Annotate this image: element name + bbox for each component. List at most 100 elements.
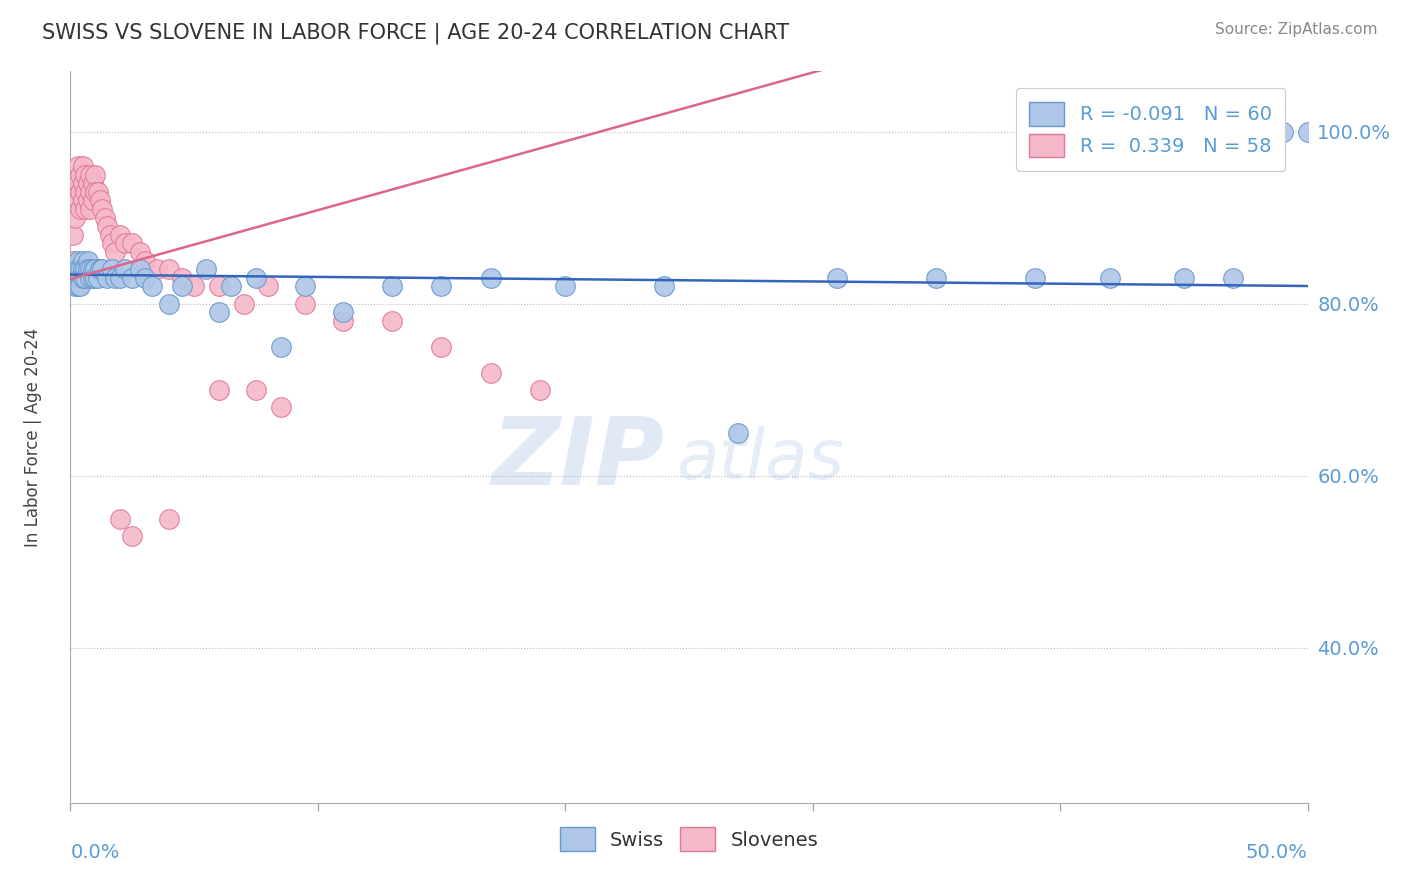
Point — [66, 159, 89, 173]
Point — [1098, 271, 1121, 285]
Point — [75, 271, 97, 285]
Point — [69, 271, 91, 285]
Point — [76, 176, 98, 190]
Point — [82, 176, 104, 190]
Point — [69, 202, 91, 216]
Point — [208, 383, 231, 397]
Point — [245, 271, 267, 285]
Point — [827, 271, 849, 285]
Point — [332, 305, 354, 319]
Point — [79, 202, 101, 216]
Point — [79, 271, 101, 285]
Point — [134, 253, 156, 268]
Point — [69, 262, 91, 277]
Point — [75, 202, 97, 216]
Point — [146, 262, 169, 277]
Point — [65, 279, 87, 293]
Point — [157, 262, 180, 277]
Point — [430, 340, 453, 354]
Point — [430, 279, 453, 293]
Point — [75, 262, 97, 277]
Point — [66, 262, 89, 277]
Point — [76, 253, 98, 268]
Point — [134, 271, 156, 285]
Point — [332, 314, 354, 328]
Point — [1271, 125, 1294, 139]
Text: Source: ZipAtlas.com: Source: ZipAtlas.com — [1215, 22, 1378, 37]
Point — [183, 279, 205, 293]
Point — [72, 271, 94, 285]
Point — [1024, 271, 1046, 285]
Point — [66, 253, 89, 268]
Point — [72, 159, 94, 173]
Point — [925, 271, 948, 285]
Point — [114, 262, 136, 277]
Point — [66, 271, 89, 285]
Point — [479, 366, 502, 380]
Point — [294, 296, 316, 310]
Point — [195, 262, 218, 277]
Point — [479, 271, 502, 285]
Point — [69, 279, 91, 293]
Point — [62, 253, 84, 268]
Text: In Labor Force | Age 20-24: In Labor Force | Age 20-24 — [24, 327, 42, 547]
Point — [66, 176, 89, 190]
Point — [257, 279, 280, 293]
Point — [72, 194, 94, 208]
Point — [86, 271, 108, 285]
Point — [66, 194, 89, 208]
Point — [104, 271, 127, 285]
Point — [82, 262, 104, 277]
Point — [270, 400, 292, 414]
Point — [69, 185, 91, 199]
Text: 50.0%: 50.0% — [1246, 843, 1308, 862]
Point — [72, 253, 94, 268]
Point — [79, 185, 101, 199]
Point — [219, 279, 242, 293]
Point — [98, 227, 121, 242]
Point — [65, 194, 87, 208]
Point — [270, 340, 292, 354]
Point — [652, 279, 675, 293]
Text: ZIP: ZIP — [491, 413, 664, 505]
Point — [554, 279, 576, 293]
Point — [101, 236, 124, 251]
Point — [91, 202, 114, 216]
Point — [94, 211, 117, 225]
Point — [84, 271, 107, 285]
Point — [108, 227, 131, 242]
Point — [82, 271, 104, 285]
Point — [62, 271, 84, 285]
Point — [121, 271, 143, 285]
Text: atlas: atlas — [676, 425, 845, 492]
Point — [128, 245, 150, 260]
Point — [79, 262, 101, 277]
Text: 0.0%: 0.0% — [70, 843, 120, 862]
Point — [75, 185, 97, 199]
Point — [76, 194, 98, 208]
Point — [208, 305, 231, 319]
Point — [294, 279, 316, 293]
Point — [89, 262, 111, 277]
Point — [65, 211, 87, 225]
Point — [65, 185, 87, 199]
Point — [121, 236, 143, 251]
Point — [108, 512, 131, 526]
Point — [121, 529, 143, 543]
Point — [727, 425, 749, 440]
Point — [96, 271, 118, 285]
Point — [69, 168, 91, 182]
Point — [86, 185, 108, 199]
Point — [72, 176, 94, 190]
Point — [76, 262, 98, 277]
Point — [245, 383, 267, 397]
Point — [84, 168, 107, 182]
Point — [232, 296, 254, 310]
Point — [65, 262, 87, 277]
Point — [157, 512, 180, 526]
Point — [157, 296, 180, 310]
Point — [62, 227, 84, 242]
Point — [72, 262, 94, 277]
Point — [108, 271, 131, 285]
Text: SWISS VS SLOVENE IN LABOR FORCE | AGE 20-24 CORRELATION CHART: SWISS VS SLOVENE IN LABOR FORCE | AGE 20… — [42, 22, 789, 44]
